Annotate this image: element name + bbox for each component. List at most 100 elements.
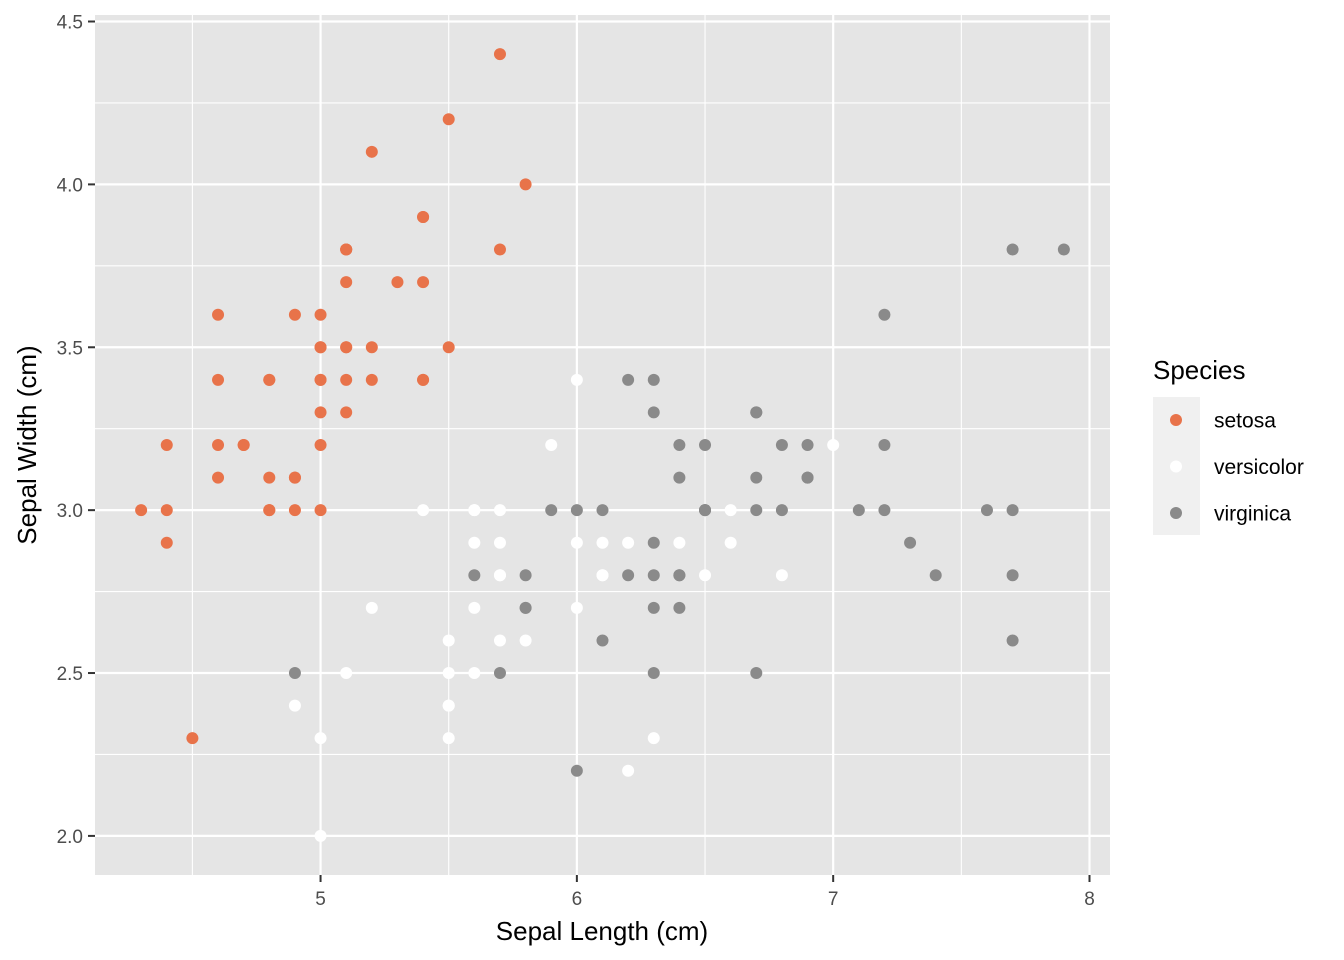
point-setosa	[212, 308, 225, 321]
y-tick-label: 3.5	[57, 338, 83, 359]
point-setosa	[263, 373, 276, 386]
point-virginica	[673, 439, 686, 451]
point-setosa	[212, 439, 225, 451]
point-virginica	[622, 569, 635, 582]
point-setosa	[314, 439, 327, 451]
point-setosa	[314, 308, 327, 321]
point-virginica	[1006, 569, 1019, 582]
point-versicolor	[827, 439, 840, 451]
point-versicolor	[493, 634, 506, 647]
point-virginica	[596, 504, 609, 517]
point-setosa	[314, 504, 327, 517]
y-tick-label: 2.5	[57, 664, 83, 685]
point-versicolor	[596, 536, 609, 549]
point-setosa	[263, 504, 276, 517]
point-virginica	[647, 536, 660, 549]
point-versicolor	[468, 536, 481, 549]
point-virginica	[699, 439, 712, 451]
legend-label-versicolor: versicolor	[1214, 456, 1304, 479]
point-virginica	[647, 406, 660, 419]
point-versicolor	[340, 667, 353, 680]
point-virginica	[980, 504, 993, 517]
y-tick-label: 4.5	[57, 13, 83, 34]
point-virginica	[673, 471, 686, 484]
y-tick-label: 2.0	[57, 827, 83, 848]
point-virginica	[519, 601, 532, 614]
point-virginica	[878, 504, 891, 517]
point-versicolor	[442, 634, 455, 647]
point-setosa	[263, 471, 276, 484]
point-virginica	[878, 308, 891, 321]
point-versicolor	[288, 699, 301, 712]
point-setosa	[160, 504, 173, 517]
point-versicolor	[673, 536, 686, 549]
point-virginica	[750, 471, 763, 484]
data-points	[135, 48, 1070, 842]
point-setosa	[417, 373, 430, 386]
point-virginica	[1006, 504, 1019, 517]
point-setosa	[288, 308, 301, 321]
point-virginica	[852, 504, 865, 517]
point-setosa	[160, 536, 173, 549]
point-versicolor	[570, 536, 583, 549]
point-virginica	[1006, 634, 1019, 647]
point-setosa	[212, 471, 225, 484]
point-versicolor	[519, 634, 532, 647]
point-setosa	[442, 113, 455, 126]
point-versicolor	[647, 732, 660, 745]
point-versicolor	[493, 504, 506, 517]
point-virginica	[570, 764, 583, 777]
point-versicolor	[570, 601, 583, 614]
point-setosa	[314, 373, 327, 386]
legend-key-setosa	[1170, 414, 1182, 426]
y-axis-title: Sepal Width (cm)	[12, 345, 42, 544]
point-virginica	[750, 504, 763, 517]
point-versicolor	[596, 569, 609, 582]
point-setosa	[288, 471, 301, 484]
point-versicolor	[314, 732, 327, 745]
point-versicolor	[365, 601, 378, 614]
plot-panel	[95, 15, 1110, 875]
point-setosa	[340, 406, 353, 419]
legend-key-versicolor	[1170, 460, 1182, 473]
point-versicolor	[314, 829, 327, 842]
point-virginica	[493, 667, 506, 680]
point-setosa	[340, 373, 353, 386]
point-virginica	[801, 471, 814, 484]
y-axis: 2.0 2.5 3.0 3.5 4.0 4.5	[57, 13, 95, 848]
point-versicolor	[545, 439, 558, 451]
point-setosa	[186, 732, 199, 745]
point-virginica	[647, 373, 660, 386]
point-virginica	[699, 504, 712, 517]
point-virginica	[468, 569, 481, 582]
point-virginica	[647, 569, 660, 582]
point-setosa	[340, 341, 353, 354]
point-setosa	[340, 243, 353, 256]
y-tick-label: 3.0	[57, 501, 83, 522]
point-virginica	[1057, 243, 1070, 256]
point-virginica	[878, 439, 891, 451]
point-virginica	[775, 504, 788, 517]
point-virginica	[519, 569, 532, 582]
x-tick-label: 7	[828, 889, 839, 910]
point-versicolor	[417, 504, 430, 517]
point-setosa	[365, 341, 378, 354]
x-tick-label: 5	[315, 889, 326, 910]
point-versicolor	[570, 373, 583, 386]
x-axis: 5 6 7 8	[315, 875, 1095, 910]
x-tick-label: 8	[1084, 889, 1095, 910]
point-virginica	[596, 634, 609, 647]
point-setosa	[442, 341, 455, 354]
legend-entries: setosa versicolor virginica	[1170, 410, 1304, 526]
point-versicolor	[724, 504, 737, 517]
point-virginica	[570, 504, 583, 517]
point-virginica	[1006, 243, 1019, 256]
point-virginica	[775, 439, 788, 451]
x-tick-label: 6	[572, 889, 583, 910]
point-setosa	[160, 439, 173, 451]
point-versicolor	[622, 764, 635, 777]
point-setosa	[417, 276, 430, 289]
point-versicolor	[699, 569, 712, 582]
